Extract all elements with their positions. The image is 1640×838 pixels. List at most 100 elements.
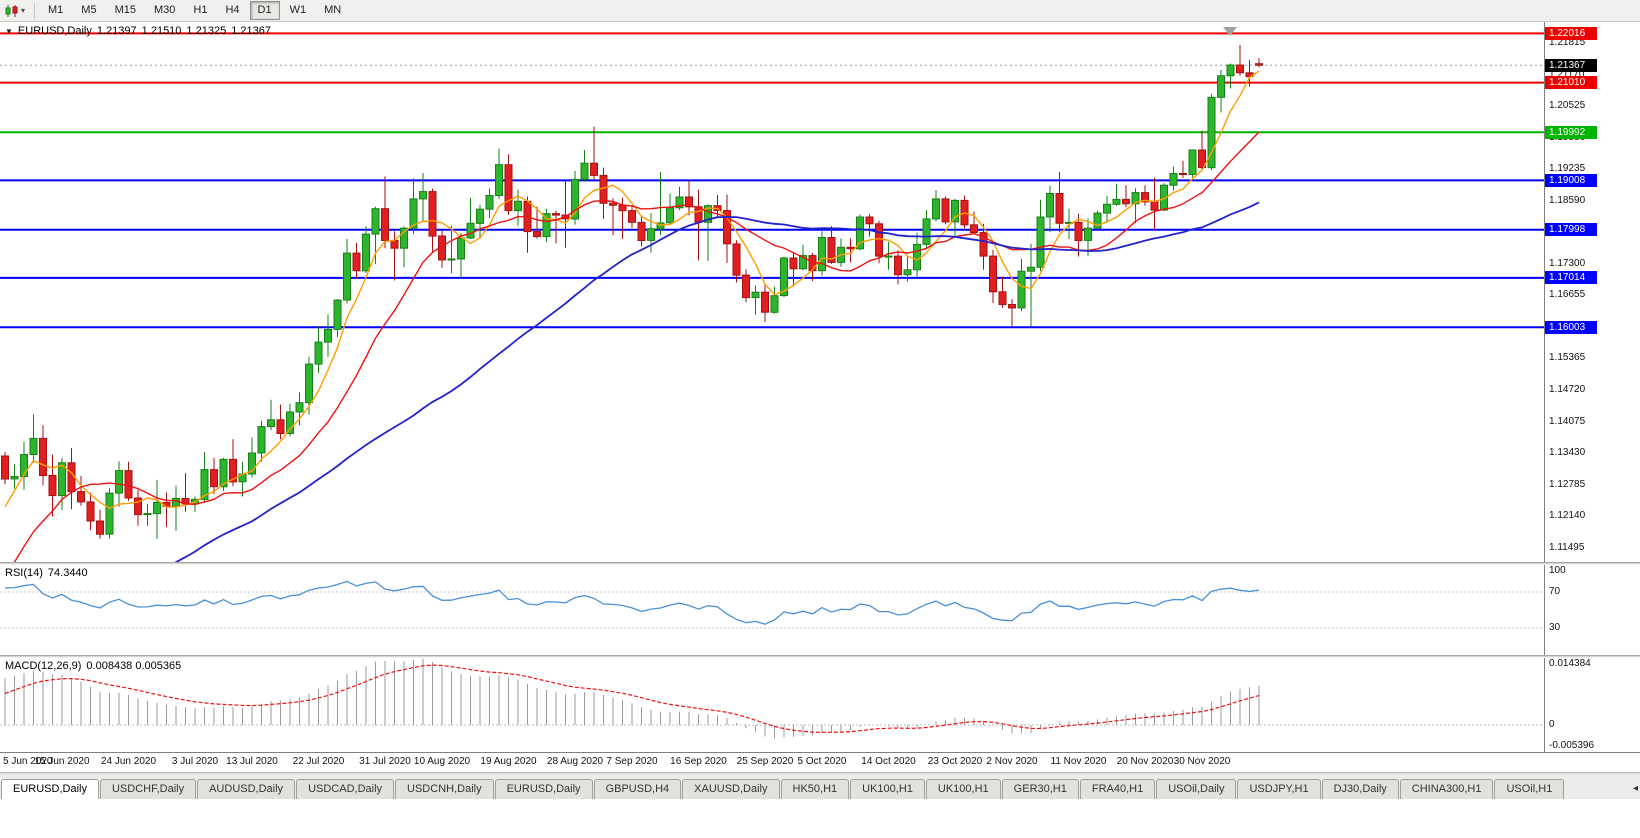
- candle: [476, 208, 484, 224]
- candle: [1122, 198, 1130, 205]
- timeframe-button-mn[interactable]: MN: [324, 4, 342, 16]
- timeframe-button-d1[interactable]: D1: [249, 1, 280, 20]
- candle: [723, 210, 731, 245]
- candle: [552, 213, 560, 216]
- candle: [827, 237, 836, 263]
- timeframe-button-m30[interactable]: M30: [153, 4, 176, 16]
- price-axis[interactable]: 1.218151.211701.205251.198801.192351.185…: [1544, 22, 1640, 562]
- candle: [884, 255, 893, 258]
- chart-tab-gbpusd-h4[interactable]: GBPUSD,H4: [593, 779, 682, 799]
- timeframe-button-h1[interactable]: H1: [193, 4, 208, 16]
- candle: [732, 243, 741, 276]
- chart-tab-eurusd-daily[interactable]: EURUSD,Daily: [1, 779, 99, 799]
- chart-tab-usdcnh-daily[interactable]: USDCNH,Daily: [395, 779, 494, 799]
- rsi-axis-tick: 30: [1549, 622, 1561, 633]
- main-chart-pane[interactable]: ▼ EURUSD,Daily 1.21397 1.21510 1.21325 1…: [0, 22, 1640, 562]
- level-price-box: 1.19992: [1545, 125, 1597, 139]
- candlestick-chart[interactable]: [0, 22, 1544, 562]
- chart-tab-china300-h1[interactable]: CHINA300,H1: [1399, 779, 1494, 799]
- candle: [742, 274, 750, 299]
- tab-scroll-left-icon[interactable]: ◂: [1632, 783, 1638, 794]
- candle: [257, 426, 266, 454]
- symbol-dropdown-icon[interactable]: ▼: [5, 26, 13, 36]
- chart-tab-fra40-h1[interactable]: FRA40,H1: [1079, 779, 1156, 799]
- candle: [324, 328, 332, 343]
- candle: [219, 458, 228, 488]
- candle: [428, 191, 437, 237]
- date-axis-label: 23 Oct 2020: [927, 756, 983, 767]
- candle: [419, 191, 427, 200]
- candle: [333, 299, 342, 330]
- chart-tab-eurusd-daily[interactable]: EURUSD,Daily: [494, 779, 593, 799]
- candle: [1207, 96, 1216, 169]
- level-price-box: 1.19008: [1545, 173, 1597, 187]
- candle: [248, 452, 256, 475]
- chart-type-dropdown-caret-icon[interactable]: ▾: [21, 6, 26, 15]
- candle: [485, 195, 494, 210]
- timeframe-button-w1[interactable]: W1: [289, 4, 307, 16]
- level-price-box: 1.21010: [1545, 76, 1597, 90]
- pane-splitter[interactable]: [0, 562, 1640, 565]
- rsi-value: 74.3440: [47, 567, 88, 579]
- timeframe-button-m15[interactable]: M15: [114, 4, 136, 16]
- price-axis-tick: 1.21170: [1549, 68, 1585, 80]
- candle: [343, 252, 351, 301]
- chart-tab-xauusd-daily[interactable]: XAUUSD,Daily: [682, 779, 780, 799]
- chart-shift-marker[interactable]: [1223, 27, 1237, 36]
- candle: [770, 295, 779, 313]
- candle: [1217, 75, 1225, 98]
- candle: [1188, 149, 1197, 175]
- timeframe-button-h4[interactable]: H4: [225, 4, 240, 16]
- candle: [86, 501, 95, 522]
- price-axis-tick: 1.14720: [1549, 383, 1586, 395]
- ohlc-low: 1.21325: [186, 25, 227, 37]
- chart-tab-uk100-h1[interactable]: UK100,H1: [850, 779, 925, 799]
- chart-tab-ger30-h1[interactable]: GER30,H1: [1001, 779, 1079, 799]
- chart-tab-usoil-h1[interactable]: USOil,H1: [1494, 779, 1565, 799]
- date-axis[interactable]: 5 Jun 2020 15 Jun 2020 24 Jun 2020 3 Jul 20…: [0, 752, 1640, 772]
- candle: [1008, 304, 1016, 309]
- candle: [29, 437, 38, 455]
- chart-tab-usdchf-daily[interactable]: USDCHF,Daily: [99, 779, 197, 799]
- chart-tab-dj30-daily[interactable]: DJ30,Daily: [1321, 779, 1399, 799]
- rsi-label: RSI(14): [5, 567, 43, 579]
- candle: [1074, 221, 1083, 241]
- candle: [1179, 173, 1187, 175]
- candle: [276, 419, 285, 434]
- chart-tab-hk50-h1[interactable]: HK50,H1: [780, 779, 850, 799]
- date-axis-label: 19 Aug 2020: [480, 756, 537, 767]
- symbol-label: EURUSD,Daily: [17, 25, 92, 37]
- date-axis-label: 2 Nov 2020: [986, 756, 1038, 767]
- candle: [400, 227, 408, 249]
- date-axis-label: 7 Sep 2020: [606, 756, 658, 767]
- candle: [580, 162, 589, 180]
- price-axis-tick: 1.20525: [1549, 100, 1586, 112]
- date-axis-label: 14 Oct 2020: [861, 756, 916, 767]
- timeframe-button-m5[interactable]: M5: [81, 4, 97, 16]
- pane-splitter[interactable]: [0, 655, 1640, 658]
- chart-tab-bar: EURUSD,Daily USDCHF,Daily AUDUSD,Daily USDC…: [0, 775, 1640, 799]
- candle: [295, 402, 304, 413]
- candlestick-chart-icon[interactable]: [4, 4, 20, 18]
- price-axis-tick: 1.12140: [1549, 510, 1586, 522]
- rsi-pane[interactable]: RSI(14) 74.3440 100 70 30: [0, 565, 1640, 655]
- chart-tab-audusd-daily[interactable]: AUDUSD,Daily: [197, 779, 296, 799]
- chart-tab-usdjpy-h1[interactable]: USDJPY,H1: [1237, 779, 1321, 799]
- candle: [865, 216, 874, 225]
- candle: [989, 255, 997, 293]
- candle: [571, 178, 579, 220]
- candle: [409, 198, 418, 229]
- ohlc-close: 1.21367: [231, 25, 271, 37]
- timeframe-button-m1[interactable]: M1: [48, 4, 64, 16]
- date-axis-label: 31 Jul 2020: [359, 756, 411, 767]
- rsi-chart: [0, 580, 1544, 629]
- macd-header: MACD(12,26,9) 0.008438 0.005365: [5, 660, 181, 672]
- macd-pane[interactable]: MACD(12,26,9) 0.008438 0.005365 0.014384…: [0, 658, 1640, 752]
- chart-tab-usdcad-daily[interactable]: USDCAD,Daily: [296, 779, 395, 799]
- chart-tab-usoil-daily[interactable]: USOil,Daily: [1156, 779, 1237, 799]
- chart-tab-uk100-h1[interactable]: UK100,H1: [925, 779, 1001, 799]
- candle: [922, 218, 931, 245]
- candle: [504, 164, 513, 212]
- price-axis-tick: 1.11495: [1549, 541, 1585, 553]
- candle: [105, 492, 114, 535]
